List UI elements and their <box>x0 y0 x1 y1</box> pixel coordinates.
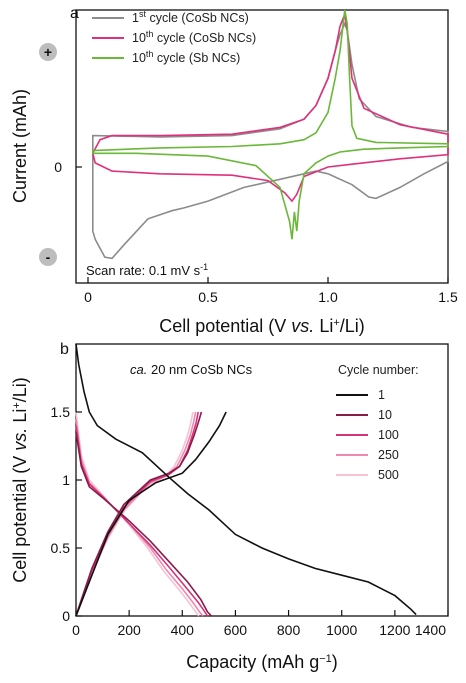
panel-b-x-tick-label: 1200 <box>379 622 410 638</box>
discharge-curve-cycle-1 <box>75 343 417 616</box>
panel-a: 0 0.5 1.0 1.5 0 + - Current (mAh) Cell pote… <box>10 9 458 336</box>
panel-b-y-tick-label: 1.5 <box>51 404 71 420</box>
discharge-curve-cycle-500 <box>75 411 200 617</box>
panel-b-x-tick-label: 200 <box>117 622 141 638</box>
panel-b-x-tick-label: 0 <box>72 622 80 638</box>
panel-b-letter: b <box>60 341 69 358</box>
legend-entry-b-250: 250 <box>378 448 399 462</box>
legend-entry-b-10: 10 <box>378 408 392 422</box>
panel-b-y-axis-title: Cell potential (V vs. Li+/Li) <box>10 377 30 583</box>
panel-a-scan-rate: Scan rate: 0.1 mV s-1 <box>86 262 208 278</box>
panel-a-x-tick-label: 1.0 <box>318 289 338 305</box>
minus-marker-text: - <box>46 249 51 265</box>
panel-a-legend: 1st cycle (CoSb NCs) 10th cycle (CoSb NCs… <box>92 9 256 65</box>
panel-b-x-ticks: 0 200 400 600 800 1000 1200 1400 <box>72 610 449 638</box>
legend-entry-a-2: 10th cycle (CoSb NCs) <box>132 29 256 45</box>
panel-b-x-tick-label: 400 <box>171 622 195 638</box>
panel-b-y-tick-label: 1 <box>62 472 70 488</box>
discharge-curve-cycle-10 <box>75 432 213 617</box>
panel-b-y-ticks: 0 0.5 1 1.5 <box>51 404 82 624</box>
panel-b-annotation: ca. 20 nm CoSb NCs <box>130 362 253 377</box>
panel-b-y-tick-label: 0.5 <box>51 540 71 556</box>
legend-entry-b-500: 500 <box>378 468 399 482</box>
panel-b-legend-title: Cycle number: <box>338 363 419 377</box>
legend-entry-a-3: 10th cycle (Sb NCs) <box>132 49 240 65</box>
panel-a-x-ticks: 0 0.5 1.0 1.5 <box>84 277 458 305</box>
panel-b-x-tick-label: 600 <box>224 622 248 638</box>
panel-a-x-tick-label: 0 <box>84 289 92 305</box>
panel-a-y-axis-title: Current (mAh) <box>10 89 30 203</box>
charge-curve-cycle-1 <box>75 411 227 617</box>
panel-a-x-tick-label: 1.5 <box>438 289 458 305</box>
panel-b-x-axis-title: Capacity (mAh g−1) <box>186 652 338 672</box>
panel-a-series-group <box>91 9 449 260</box>
panel-b-legend: 1 10 100 250 500 <box>336 388 399 482</box>
cv-curve-3 <box>92 9 449 240</box>
panel-a-x-axis-title: Cell potential (V vs. Li+/Li) <box>159 316 365 336</box>
panel-b-y-tick-label: 0 <box>62 608 70 624</box>
panel-b-x-tick-label: 1000 <box>326 622 357 638</box>
legend-entry-a-1: 1st cycle (CoSb NCs) <box>132 9 249 25</box>
plus-marker-icon <box>39 43 57 61</box>
legend-entry-b-100: 100 <box>378 428 399 442</box>
panel-a-x-tick-label: 0.5 <box>198 289 218 305</box>
cv-curve-2 <box>91 10 449 203</box>
discharge-curve-cycle-250 <box>75 418 204 617</box>
minus-marker-icon <box>39 248 57 266</box>
discharge-curve-cycle-100 <box>75 425 209 617</box>
charge-curve-cycle-10 <box>75 411 203 617</box>
panel-a-y-tick-zero: 0 <box>54 159 62 175</box>
panel-b: 0 200 400 600 800 1000 1200 1400 0 0.5 1 1.5 Cell … <box>10 343 449 672</box>
panel-b-series-group <box>75 343 417 617</box>
legend-entry-b-1: 1 <box>378 388 385 402</box>
charge-curve-cycle-250 <box>75 411 197 617</box>
panel-a-letter: a <box>70 5 79 22</box>
plus-marker-text: + <box>44 44 52 60</box>
panel-b-x-tick-label: 1400 <box>415 622 446 638</box>
panel-b-x-tick-label: 800 <box>277 622 301 638</box>
